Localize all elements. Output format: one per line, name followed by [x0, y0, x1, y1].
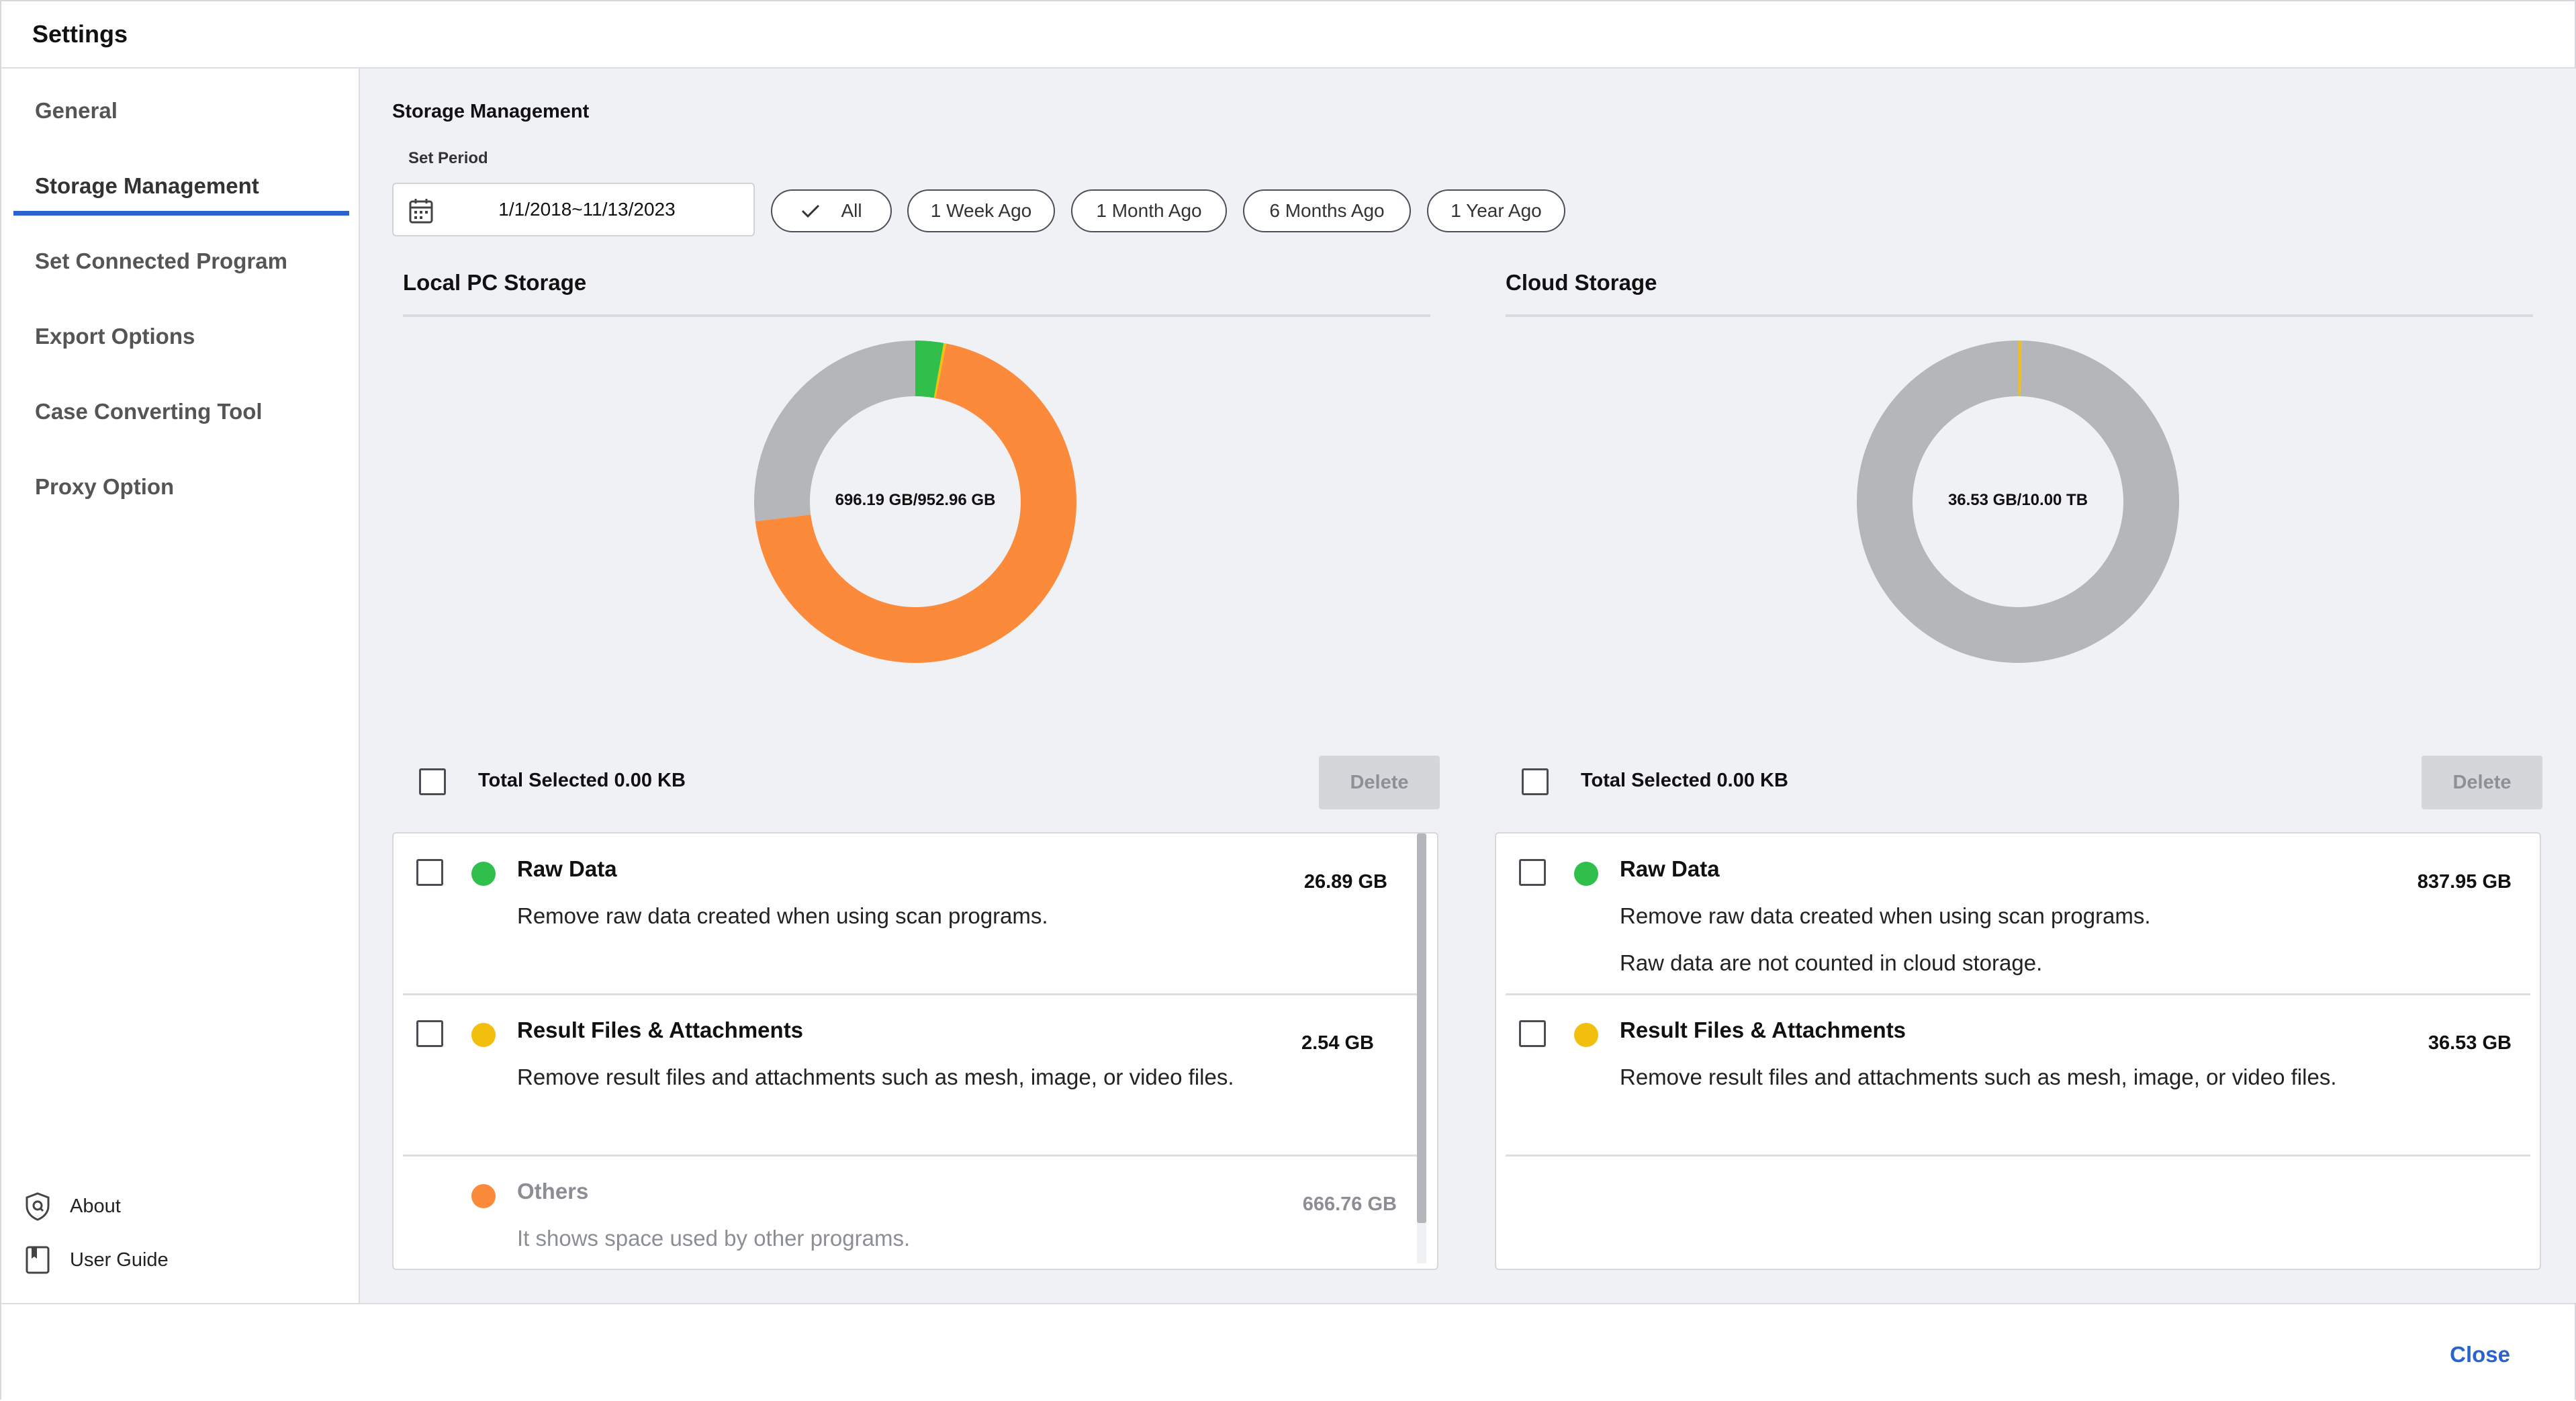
- raw-data-checkbox[interactable]: [1519, 859, 1546, 886]
- item-name: Result Files & Attachments: [517, 1018, 804, 1042]
- scrollbar-thumb[interactable]: [1417, 833, 1426, 1223]
- item-description: Remove raw data created when using scan …: [517, 903, 1048, 928]
- list-item-others: Others It shows space used by other prog…: [394, 1156, 1437, 1269]
- item-description: Remove result files and attachments such…: [517, 1065, 1234, 1089]
- cloud-storage-divider: [1506, 314, 2533, 317]
- others-color-dot: [471, 1184, 496, 1208]
- raw-data-color-dot: [471, 862, 496, 886]
- local-storage-donut-chart: [754, 341, 1076, 663]
- section-title: Storage Management: [392, 101, 590, 122]
- cloud-delete-button[interactable]: Delete: [2422, 756, 2542, 809]
- slice-others: [755, 343, 1076, 663]
- item-size: 666.76 GB: [1302, 1193, 1397, 1215]
- item-size: 837.95 GB: [2417, 871, 2512, 893]
- local-storage-list: Raw Data Remove raw data created when us…: [392, 832, 1438, 1270]
- slice-result-files-attachments: [2018, 341, 2022, 397]
- item-description: It shows space used by other programs.: [517, 1226, 911, 1251]
- item-name: Raw Data: [1620, 856, 1720, 881]
- filter-1-week-ago[interactable]: 1 Week Ago: [907, 189, 1055, 232]
- slice-free-space: [754, 341, 915, 522]
- sidebar-item-case-converting-tool[interactable]: Case Converting Tool: [35, 399, 263, 424]
- filter-1-year-ago[interactable]: 1 Year Ago: [1427, 189, 1565, 232]
- cloud-storage-donut-chart: [1857, 341, 2179, 663]
- list-item-result-files: Result Files & Attachments Remove result…: [394, 995, 1437, 1156]
- sidebar-item-proxy-option[interactable]: Proxy Option: [35, 474, 175, 499]
- list-separator: [1506, 1155, 2530, 1157]
- cloud-storage-title: Cloud Storage: [1506, 270, 1657, 295]
- item-name: Others: [517, 1179, 589, 1204]
- item-description: Remove raw data created when using scan …: [1620, 903, 2151, 928]
- cloud-storage-list: Raw Data Remove raw data created when us…: [1495, 832, 2541, 1270]
- footer-bar: Close: [1, 1303, 2575, 1401]
- list-item-raw-data: Raw Data Remove raw data created when us…: [1496, 833, 2540, 995]
- item-size: 26.89 GB: [1303, 871, 1387, 893]
- date-range-value: 1/1/2018~11/13/2023: [498, 199, 676, 220]
- title-bar: Settings: [1, 1, 2575, 69]
- item-size: 36.53 GB: [2428, 1032, 2512, 1054]
- result-files-checkbox[interactable]: [416, 1020, 443, 1047]
- user-guide-link[interactable]: User Guide: [24, 1245, 169, 1275]
- local-usage-label: 696.19 GB/952.96 GB: [835, 491, 996, 509]
- slice-free-space: [1857, 341, 2179, 663]
- raw-data-checkbox[interactable]: [416, 859, 443, 886]
- filter-6-months-ago[interactable]: 6 Months Ago: [1243, 189, 1411, 232]
- sidebar-item-storage-management[interactable]: Storage Management: [35, 173, 259, 198]
- local-total-selected: Total Selected 0.00 KB: [478, 770, 686, 791]
- check-icon: [802, 204, 820, 218]
- shield-icon: [26, 1192, 50, 1221]
- item-note: Raw data are not counted in cloud storag…: [1620, 950, 2043, 975]
- cloud-usage-label: 36.53 GB/10.00 TB: [1947, 491, 2088, 509]
- slice-raw-data: [915, 341, 944, 398]
- filter-all[interactable]: All: [771, 189, 892, 232]
- about-label: About: [70, 1195, 121, 1217]
- list-separator: [403, 993, 1417, 995]
- cloud-select-all-checkbox[interactable]: [1522, 768, 1549, 795]
- filter-all-label: All: [841, 200, 862, 221]
- sidebar: General Storage Management Set Connected…: [1, 69, 360, 1303]
- item-description: Remove result files and attachments such…: [1620, 1065, 2337, 1089]
- list-item-result-files: Result Files & Attachments Remove result…: [1496, 995, 2540, 1156]
- cloud-total-selected: Total Selected 0.00 KB: [1581, 770, 1788, 791]
- set-period-label: Set Period: [408, 149, 488, 167]
- raw-data-color-dot: [1574, 862, 1598, 886]
- sidebar-item-general[interactable]: General: [35, 98, 118, 123]
- local-storage-title: Local PC Storage: [403, 270, 587, 295]
- item-size: 2.54 GB: [1301, 1032, 1374, 1054]
- result-files-checkbox[interactable]: [1519, 1020, 1546, 1047]
- active-nav-indicator: [13, 211, 349, 216]
- date-range-field[interactable]: 1/1/2018~11/13/2023: [392, 183, 755, 236]
- slice-result-files-attachments: [933, 343, 947, 398]
- list-separator: [1506, 993, 2530, 995]
- item-name: Result Files & Attachments: [1620, 1018, 1906, 1042]
- user-guide-label: User Guide: [70, 1249, 169, 1271]
- about-link[interactable]: About: [24, 1191, 121, 1221]
- sidebar-item-set-connected-program[interactable]: Set Connected Program: [35, 248, 287, 273]
- local-delete-button[interactable]: Delete: [1319, 756, 1440, 809]
- list-scrollbar[interactable]: [1417, 833, 1426, 1263]
- item-name: Raw Data: [517, 856, 617, 881]
- main-content: Storage Management Set Period 1/1/2018~1…: [360, 69, 2576, 1303]
- result-files-color-dot: [471, 1023, 496, 1047]
- window-title: Settings: [32, 20, 128, 48]
- sidebar-item-export-options[interactable]: Export Options: [35, 324, 195, 349]
- result-files-color-dot: [1574, 1023, 1598, 1047]
- filter-1-month-ago[interactable]: 1 Month Ago: [1071, 189, 1227, 232]
- calendar-icon: [409, 199, 433, 224]
- list-item-raw-data: Raw Data Remove raw data created when us…: [394, 833, 1437, 995]
- book-icon: [26, 1246, 50, 1274]
- local-storage-divider: [403, 314, 1430, 317]
- close-button[interactable]: Close: [2450, 1342, 2510, 1367]
- local-select-all-checkbox[interactable]: [419, 768, 446, 795]
- list-separator: [403, 1155, 1417, 1157]
